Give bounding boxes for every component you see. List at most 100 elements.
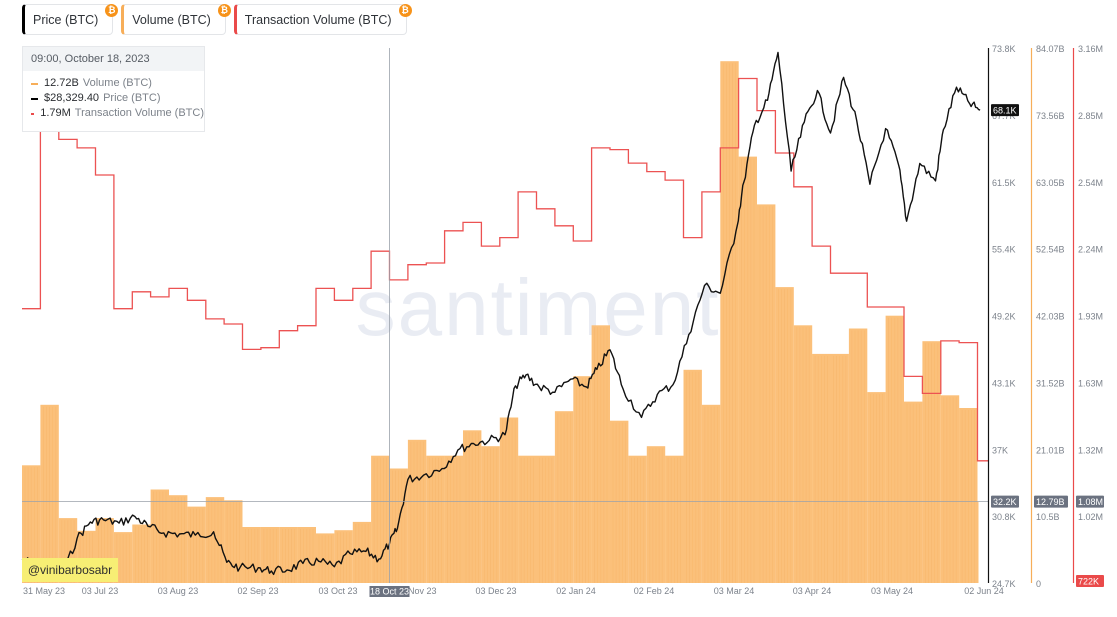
volume-bar [463,430,482,583]
x-highlight-label: 18 Oct 23 [370,587,409,597]
tooltip-row-transaction-volume: 1.79M Transaction Volume (BTC) [23,106,204,121]
volume-bar [591,325,610,583]
tooltip-label: Volume (BTC) [82,77,152,89]
volume-bar [169,495,188,583]
axis-tick-label: 43.1K [992,378,1016,388]
axis-tick-label: 2.85M [1078,111,1103,121]
price-current-badge: 68.1K [993,106,1017,116]
x-tick-label: 03 Mar 24 [714,586,755,596]
volume-bar [812,353,831,583]
axis-tick-label: 2.24M [1078,245,1103,255]
volume-bar [205,497,225,583]
bitcoin-icon: ₿ [105,4,119,17]
axis-tick-label: 24.7K [992,579,1016,589]
legend-chip-volume[interactable]: Volume (BTC) ₿ [121,4,231,35]
price-current-badge-bg [991,104,1019,117]
volume-bar [40,404,59,583]
axis-tick-label: 73.8K [992,44,1016,54]
volume-bar [757,204,776,583]
volume-bar [481,446,500,583]
axis-tick-label: 1.93M [1078,312,1103,322]
x-tick-label: 02 Sep 23 [237,586,278,596]
axis-tick-label: 61.5K [992,178,1016,188]
x-tick-label: 03 Aug 23 [158,586,199,596]
volume-bar [426,455,445,583]
volume-bar [904,401,923,583]
axis-tick-label: 73.56B [1036,111,1065,121]
tooltip-label: Transaction Volume (BTC) [74,107,204,119]
volume-bar [665,455,684,583]
transaction-volume-path [22,77,988,462]
legend-chip-transaction-volume[interactable]: Transaction Volume (BTC) ₿ [233,4,412,35]
volume-bar [848,328,868,583]
tooltip-value: $28,329.40 [44,92,100,104]
volume-bar [150,489,169,583]
volume-bar [407,439,427,583]
transaction-volume-line [22,77,988,462]
volume-marker-badge: 12.79B [1036,497,1065,507]
axis-tick-label: 1.02M [1078,512,1103,522]
series-swatch [31,97,38,100]
axis-tick-label: 2.54M [1078,178,1103,188]
x-tick-label: 02 Jun 24 [964,586,1004,596]
tooltip-row-volume: 12.72B Volume (BTC) [23,76,204,91]
bitcoin-icon: ₿ [217,4,231,17]
chart-overlay [22,48,988,583]
legend: Price (BTC) ₿ Volume (BTC) ₿ Transaction… [22,4,412,35]
volume-bar [720,61,739,583]
volume-bar [940,395,960,583]
volume-bar [959,408,978,583]
volume-marker-badge-bg [1034,495,1068,508]
x-tick-label: 03 Oct 23 [318,586,357,596]
volume-bar [628,455,647,583]
x-tick-label: 03 Jul 23 [82,586,119,596]
watermark-text: santiment [356,263,721,352]
axis-tick-label: 30.8K [992,512,1016,522]
volume-bar [297,527,316,583]
volume-bar [316,533,335,583]
tooltip-label: Price (BTC) [103,92,161,104]
axis-tick-label: 63.05B [1036,178,1065,188]
volume-bar [132,524,151,583]
x-highlight-bg [369,586,410,597]
volume-bar [885,315,904,583]
x-tick-label: 02 Jan 24 [556,586,596,596]
series-swatch [31,112,35,115]
x-tick-label: 03 Dec 23 [475,586,516,596]
axis-tick-label: 84.07B [1036,44,1065,54]
transaction-volume-current-badge: 722K [1078,577,1099,587]
watermark: santiment [356,263,721,352]
transaction-volume-current-badge-bg [1076,575,1104,587]
axis-tick-label: 42.03B [1036,312,1065,322]
axis-tick-label: 21.01B [1036,445,1065,455]
volume-bar [444,455,463,583]
volume-bar [701,404,721,583]
volume-bar [499,417,519,583]
volume-bar [775,287,794,583]
price-path [21,51,981,579]
axis-tick-label: 10.5B [1036,512,1060,522]
legend-label: Volume (BTC) [132,12,211,27]
transaction-volume-marker-badge: 1.08M [1078,497,1103,507]
volume-bar [573,376,592,583]
tooltip-row-price: $28,329.40 Price (BTC) [23,91,204,106]
tooltip-value: 12.72B [44,77,79,89]
volume-bar [536,455,555,583]
axis-tick-label: 1.32M [1078,445,1103,455]
legend-chip-price[interactable]: Price (BTC) ₿ [22,4,119,35]
axis-tick-label: 0 [1036,579,1041,589]
volume-bar [389,468,408,583]
volume-bar [187,506,206,583]
price-line [21,51,981,579]
volume-bar [977,501,979,583]
volume-bar [113,532,133,583]
axis-tick-label: 49.2K [992,312,1016,322]
x-tick-label: 31 May 23 [23,586,65,596]
hover-tooltip: 09:00, October 18, 2023 12.72B Volume (B… [22,46,205,132]
volume-bar [518,455,537,583]
axis-tick-label: 52.54B [1036,245,1065,255]
price-marker-badge-bg [991,495,1019,508]
transaction-volume-marker-badge-bg [1076,495,1104,508]
volume-bar [22,465,41,583]
